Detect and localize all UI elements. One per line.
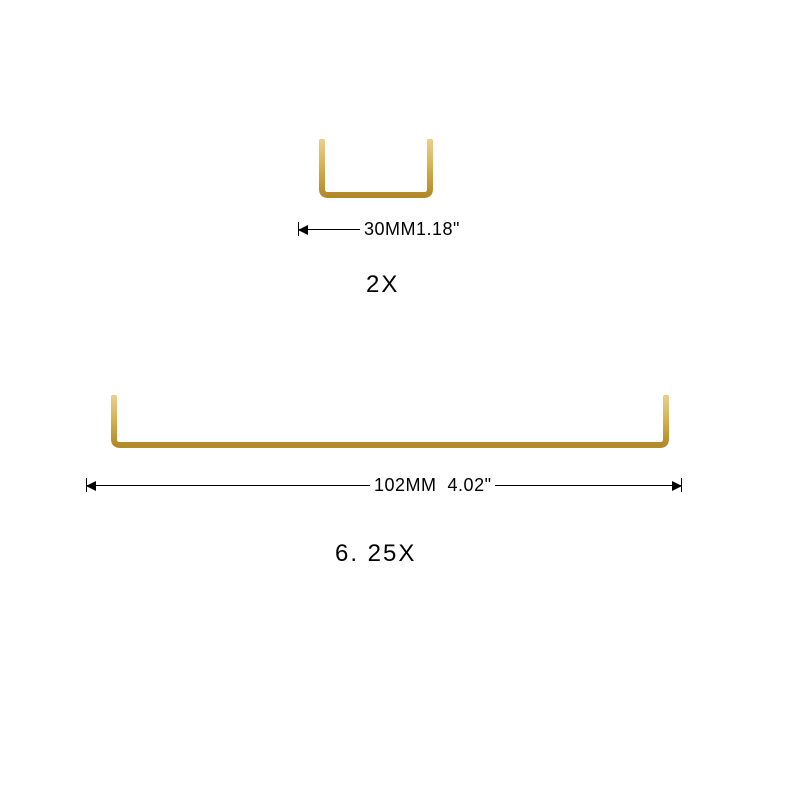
- dimension-6-25x-mm: 102MM: [374, 475, 437, 495]
- wire-2x: [316, 139, 436, 201]
- size-label-2x: 2X: [366, 271, 399, 299]
- dimension-2x-in: 1.18": [416, 219, 460, 239]
- dimension-2x-mm: 30MM: [364, 219, 416, 239]
- size-label-6-25x: 6. 25X: [335, 540, 416, 568]
- dimension-6-25x-in: 4.02": [448, 475, 492, 495]
- wire-6-25x: [108, 395, 672, 451]
- diagram-canvas: 30MM1.18" 2X 102MM 4.02" 6. 25X: [0, 0, 800, 800]
